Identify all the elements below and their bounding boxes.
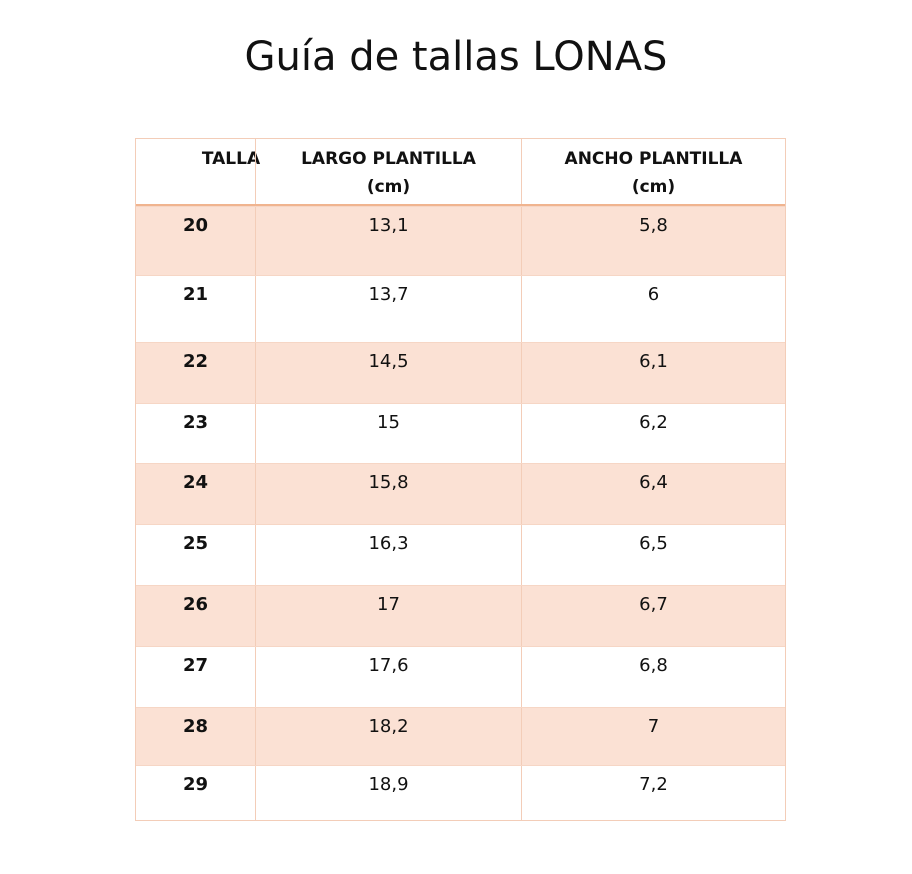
table-row: 20 13,1 5,8 [136,206,785,275]
table-cell: 17,6 [255,647,521,707]
table-cell: 26 [182,594,209,615]
table-row: 22 14,5 6,1 [136,342,785,403]
table-cell: 22 [182,351,209,372]
table-cell: 24 [182,472,209,493]
table-cell: 17 [255,586,521,646]
table-cell: 13,1 [255,207,521,275]
table-cell: 29 [182,774,209,795]
table-row: 26 17 6,7 [136,585,785,646]
header-text: LARGO PLANTILLA (cm) [301,149,476,197]
table-cell: 15 [255,404,521,463]
table-cell: 6,8 [521,647,785,707]
title: Guía de tallas LONAS [244,34,668,80]
table-row: 27 17,6 6,8 [136,646,785,707]
header-cell: LARGO PLANTILLA (cm) [255,139,521,204]
header-cell: ANCHO PLANTILLA (cm) [521,139,785,204]
table-cell: 23 [182,412,209,433]
table-cell: 6,4 [521,464,785,524]
table-cell: 20 [182,215,209,236]
table-cell: 15,8 [255,464,521,524]
table-cell: 5,8 [521,207,785,275]
table-row: 23 15 6,2 [136,403,785,463]
table-cell: 28 [182,716,209,737]
table-cell: 7,2 [521,766,785,820]
table-cell: 18,9 [255,766,521,820]
table-cell: 21 [182,284,209,305]
table-cell: 18,2 [255,708,521,765]
table-cell: 14,5 [255,343,521,403]
table-cell: 6,2 [521,404,785,463]
table-row: 29 18,9 7,2 [136,765,785,820]
table-row: 28 18,2 7 [136,707,785,765]
header-cell: TALLA [136,139,260,204]
table-row: 24 15,8 6,4 [136,463,785,524]
table-cell: 6,1 [521,343,785,403]
size-table: TALLA LARGO PLANTILLA (cm) ANCHO PLANTILLA… [135,138,786,821]
table-cell: 7 [521,708,785,765]
header-row: TALLA LARGO PLANTILLA (cm) ANCHO PLANTILLA… [136,139,785,206]
table-cell: 16,3 [255,525,521,585]
table-row: 21 13,7 6 [136,275,785,342]
header-text: TALLA [201,149,261,169]
table-cell: 6 [521,276,785,342]
table-cell: 25 [182,533,209,554]
header-text: ANCHO PLANTILLA (cm) [564,149,743,197]
table-cell: 6,7 [521,586,785,646]
table-row: 25 16,3 6,5 [136,524,785,585]
table-cell: 13,7 [255,276,521,342]
table-cell: 6,5 [521,525,785,585]
table-cell: 27 [182,655,209,676]
